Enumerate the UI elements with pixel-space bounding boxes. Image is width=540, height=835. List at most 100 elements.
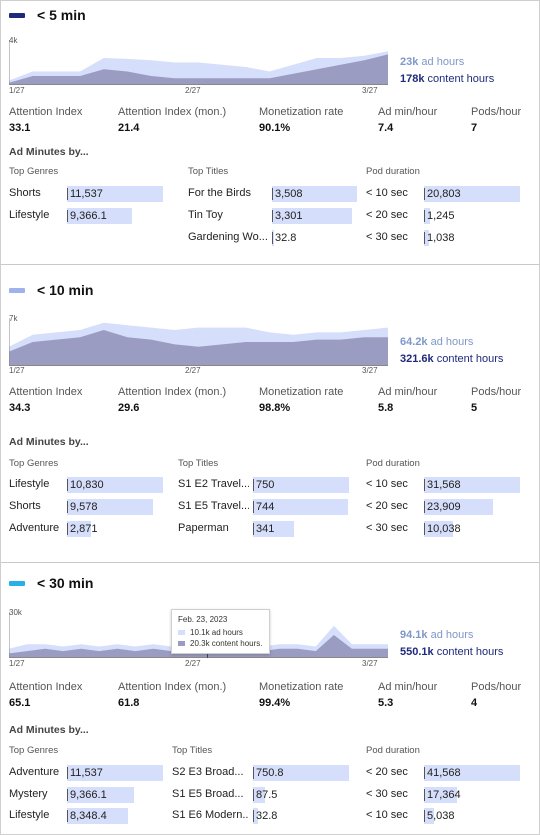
tooltip-ad-row: 10.1k ad hours [178, 627, 263, 638]
column-header-genres: Top Genres [9, 166, 59, 177]
titles-row-label[interactable]: S1 E2 Travel... [178, 478, 249, 490]
metric-value-monetization-rate: 90.1% [259, 122, 291, 134]
titles-row-label[interactable]: Paperman [178, 522, 229, 534]
titles-bar-value: 341 [252, 523, 275, 535]
pods-bar [424, 787, 457, 803]
titles-row-label[interactable]: S2 E3 Broad... [172, 766, 244, 778]
metric-value-ad-min-hour: 5.8 [378, 402, 394, 414]
column-header-titles: Top Titles [178, 458, 219, 469]
pods-bar-value: 41,568 [424, 767, 461, 779]
titles-bar [272, 186, 357, 202]
metric-value-monetization-rate: 99.4% [259, 697, 291, 709]
titles-row-label[interactable]: Tin Toy [188, 209, 223, 221]
genres-row-label[interactable]: Lifestyle [9, 809, 50, 821]
pods-row-label[interactable]: < 30 sec [366, 231, 408, 243]
metric-value-attention-index: 65.1 [9, 697, 31, 709]
metric-label-ad-min-hour: Ad min/hour [378, 681, 438, 693]
area-chart[interactable] [9, 318, 388, 366]
metric-value-attention-index: 34.3 [9, 402, 31, 414]
content-hours-total: 550.1k [400, 646, 434, 658]
metric-label-monetization-rate: Monetization rate [259, 681, 344, 693]
section-title: < 10 min [37, 282, 94, 298]
titles-row-label[interactable]: Gardening Wo... [188, 231, 268, 243]
chart-tooltip: Feb. 23, 2023 10.1k ad hours 20.3k content… [171, 609, 270, 654]
titles-row-label[interactable]: For the Birds [188, 187, 251, 199]
ad-hours-total: 64.2k [400, 336, 428, 348]
column-header-titles: Top Titles [172, 745, 213, 756]
metric-label-ad-min-hour: Ad min/hour [378, 106, 438, 118]
pods-row-label[interactable]: < 10 sec [366, 187, 408, 199]
pods-row-label[interactable]: < 20 sec [366, 766, 408, 778]
metric-value-monetization-rate: 98.8% [259, 402, 291, 414]
metric-label-attention-index: Attention Index [9, 386, 83, 398]
metric-value-attention-index-mon: 29.6 [118, 402, 140, 414]
y-axis-max: 30k [9, 608, 22, 617]
titles-bar [253, 521, 295, 537]
column-header-titles: Top Titles [188, 166, 229, 177]
metric-label-attention-index-mon: Attention Index (mon.) [118, 681, 227, 693]
tooltip-content-swatch [178, 641, 185, 646]
legend-content-hours: 178k content hours [400, 71, 494, 88]
titles-row-label[interactable]: S1 E5 Broad... [172, 788, 244, 800]
chart-legend: 64.2k ad hours 321.6k content hours [400, 334, 503, 368]
metric-label-attention-index-mon: Attention Index (mon.) [118, 106, 227, 118]
titles-row-label[interactable]: S1 E5 Travel... [178, 500, 249, 512]
pods-bar [424, 186, 520, 202]
column-header-pods: Pod duration [366, 458, 420, 469]
series-swatch [9, 580, 25, 586]
genres-bar [67, 808, 129, 824]
titles-bar [253, 477, 349, 493]
genres-row-label[interactable]: Lifestyle [9, 209, 50, 221]
series-swatch [9, 12, 25, 18]
column-header-pods: Pod duration [366, 166, 420, 177]
genres-bar [67, 765, 163, 781]
genres-row-label[interactable]: Adventure [9, 522, 60, 534]
chart-legend: 23k ad hours 178k content hours [400, 54, 494, 88]
pods-row-label[interactable]: < 10 sec [366, 478, 408, 490]
pods-bar [424, 765, 520, 781]
pods-row-label[interactable]: < 20 sec [366, 209, 408, 221]
titles-bar-value: 750 [252, 479, 275, 491]
legend-ad-hours: 94.1k ad hours [400, 627, 503, 644]
pods-row-label[interactable]: < 20 sec [366, 500, 408, 512]
genres-bar [67, 186, 163, 202]
titles-bar [253, 808, 258, 824]
pods-bar [424, 477, 520, 493]
pods-row-label[interactable]: < 30 sec [366, 788, 408, 800]
pods-bar [424, 208, 430, 224]
pods-bar-value: 1,245 [424, 210, 455, 222]
metric-value-attention-index-mon: 61.8 [118, 697, 140, 709]
titles-bar-value: 750.8 [253, 767, 284, 779]
pods-row-label[interactable]: < 30 sec [366, 522, 408, 534]
column-header-genres: Top Genres [9, 745, 59, 756]
genres-bar [67, 499, 154, 515]
section-header: < 10 min [9, 280, 93, 300]
ad-minutes-by-heading: Ad Minutes by... [9, 146, 89, 158]
metric-label-attention-index: Attention Index [9, 681, 83, 693]
genres-row-label[interactable]: Lifestyle [9, 478, 50, 490]
genres-row-label[interactable]: Shorts [9, 187, 41, 199]
legend-ad-hours: 64.2k ad hours [400, 334, 503, 351]
titles-bar [272, 230, 274, 246]
section-divider [1, 264, 539, 265]
content-hours-total: 178k [400, 73, 425, 85]
x-tick-label: 1/27 [9, 659, 25, 668]
area-chart[interactable] [9, 40, 388, 85]
pods-row-label[interactable]: < 10 sec [366, 809, 408, 821]
section-header: < 30 min [9, 573, 93, 593]
genres-row-label[interactable]: Adventure [9, 766, 60, 778]
pods-bar [424, 230, 429, 246]
genres-row-label[interactable]: Shorts [9, 500, 41, 512]
metric-value-pods-hour: 5 [471, 402, 478, 414]
x-tick-label: 1/27 [9, 366, 25, 375]
pods-bar [424, 521, 453, 537]
pods-bar-value: 17,364 [424, 789, 461, 801]
metric-value-ad-min-hour: 7.4 [378, 122, 394, 134]
pods-bar-value: 31,568 [424, 479, 461, 491]
genres-row-label[interactable]: Mystery [9, 788, 48, 800]
x-tick-label: 2/27 [185, 86, 201, 95]
titles-row-label[interactable]: S1 E6 Modern... [172, 809, 249, 821]
chart-legend: 94.1k ad hours 550.1k content hours [400, 627, 503, 661]
genres-bar [67, 477, 163, 493]
pods-bar-value: 5,038 [424, 810, 455, 822]
